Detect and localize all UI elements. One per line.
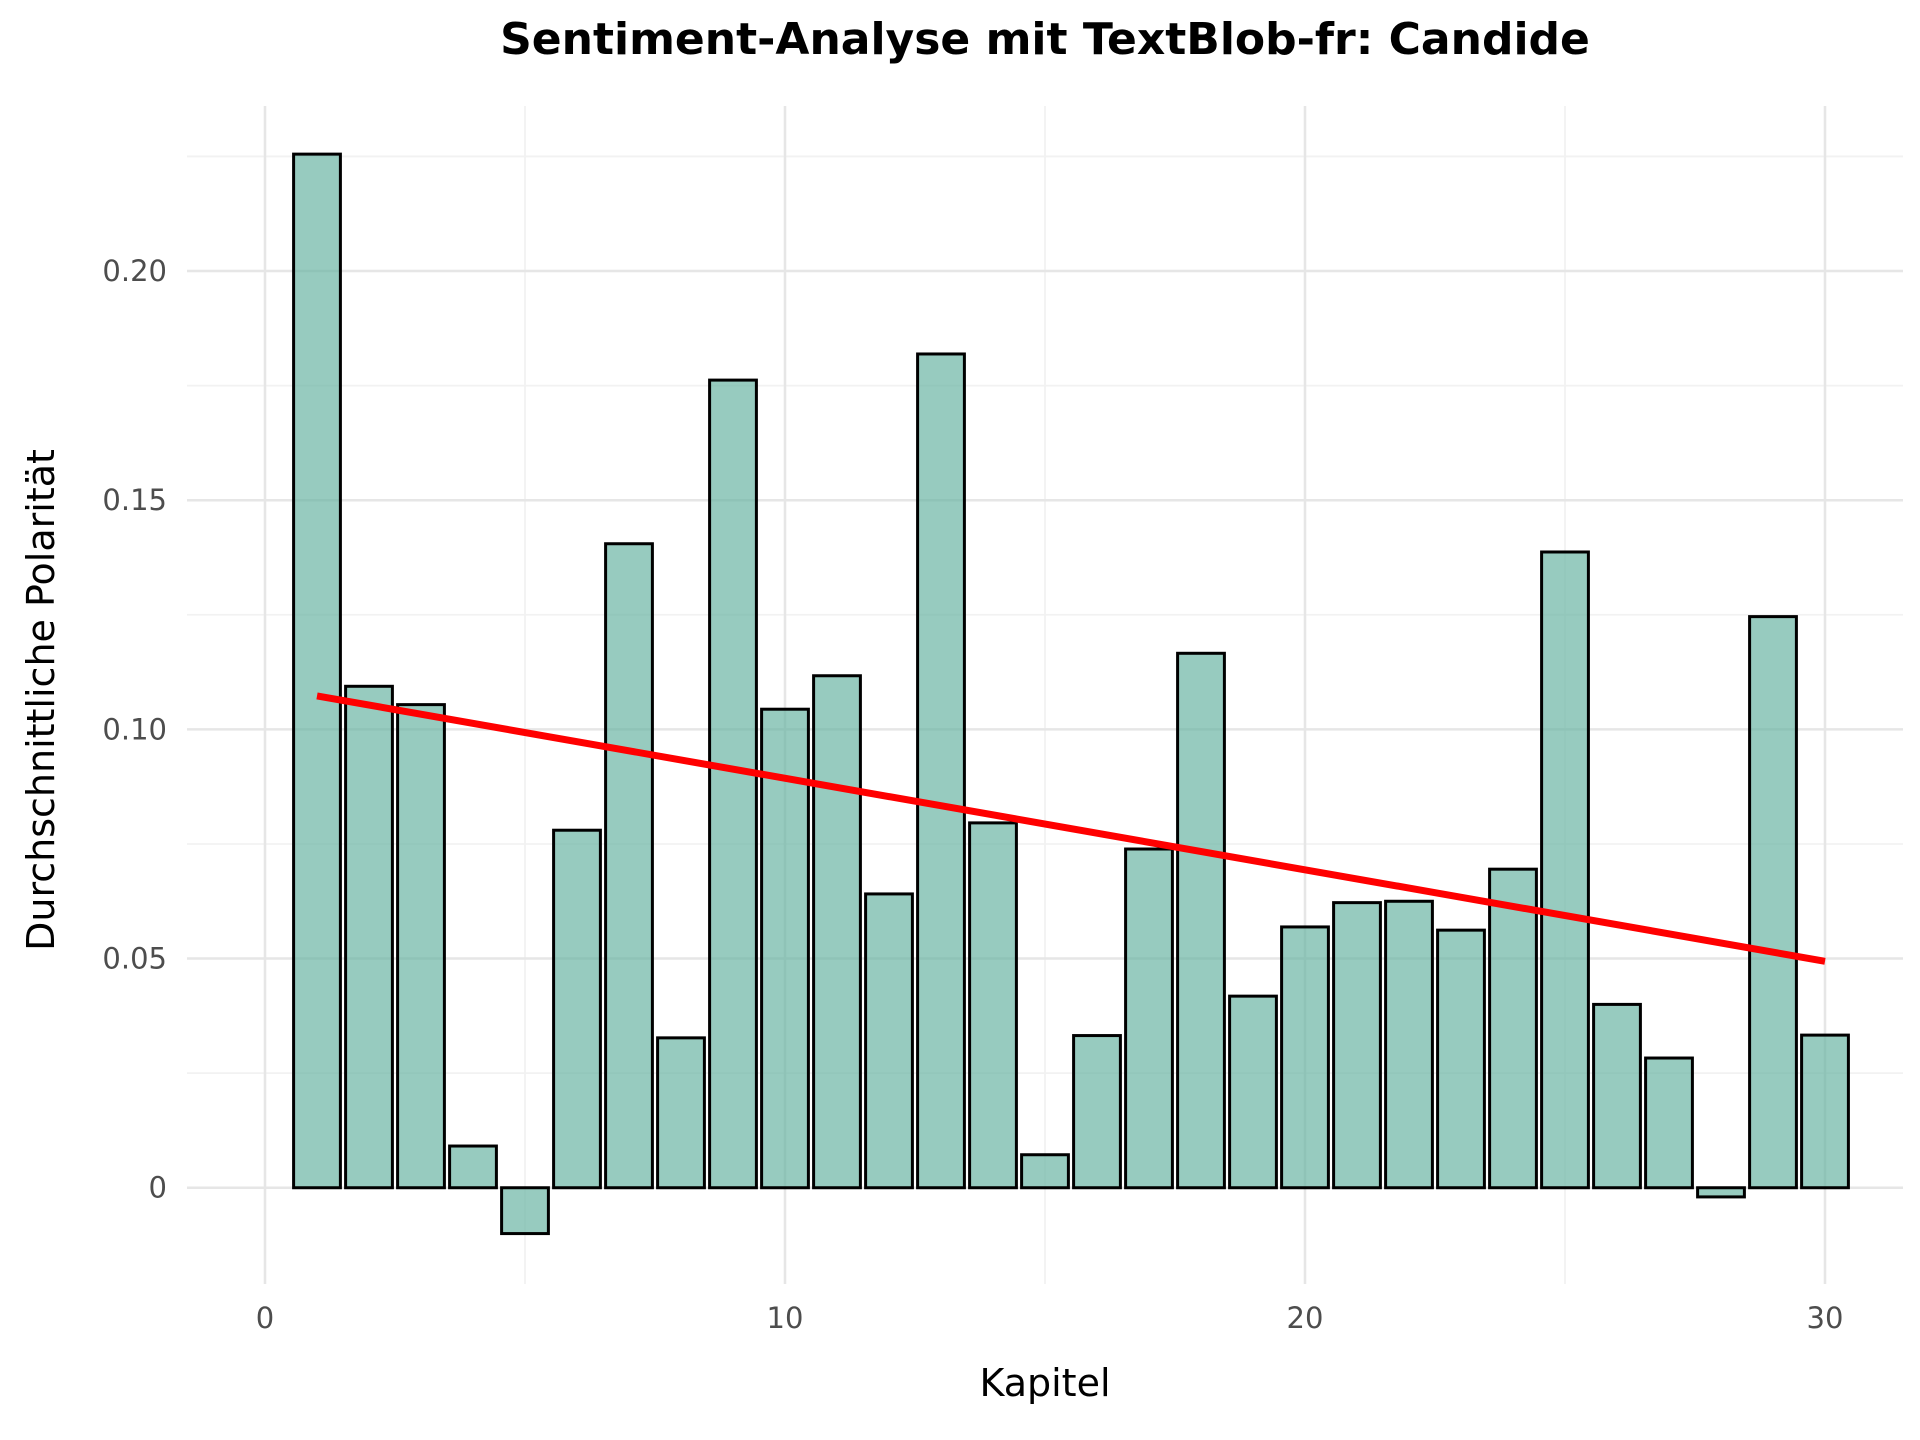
- bar-kapitel-13: [916, 352, 966, 1190]
- bar-kapitel-8: [656, 1036, 706, 1190]
- bar-kapitel-7: [604, 542, 654, 1190]
- bar-kapitel-23: [1436, 928, 1486, 1190]
- tick-labels: 0 10 20 30 0 0.05 0.10 0.15 0.20: [102, 254, 1843, 1335]
- bar-kapitel-26: [1592, 1002, 1642, 1190]
- x-tick-label: 10: [767, 1301, 804, 1335]
- bar-kapitel-24: [1488, 867, 1538, 1190]
- y-tick-label: 0: [149, 1171, 167, 1205]
- x-tick-label: 20: [1287, 1301, 1324, 1335]
- trendline: [316, 692, 1826, 965]
- y-axis-label: Durchschnittliche Polarität: [19, 449, 63, 951]
- bar-kapitel-25: [1540, 550, 1590, 1190]
- bar-kapitel-4: [448, 1144, 498, 1190]
- chart-title: Sentiment-Analyse mit TextBlob-fr: Candi…: [500, 14, 1590, 65]
- bar-kapitel-2: [344, 684, 394, 1190]
- bar-kapitel-14: [968, 821, 1018, 1190]
- bar-kapitel-20: [1280, 925, 1330, 1190]
- bar-kapitel-10: [760, 707, 810, 1190]
- bar-kapitel-22: [1384, 899, 1434, 1190]
- bar-kapitel-9: [708, 378, 758, 1190]
- y-tick-label: 0.15: [102, 483, 167, 517]
- y-tick-label: 0.20: [102, 254, 167, 288]
- bar-kapitel-3: [396, 703, 446, 1190]
- bar-kapitel-11: [812, 674, 862, 1190]
- bar-kapitel-27: [1644, 1056, 1694, 1190]
- x-tick-label: 0: [256, 1301, 274, 1335]
- bars: [292, 152, 1850, 1236]
- bar-kapitel-29: [1748, 615, 1798, 1190]
- bar-kapitel-1: [292, 152, 342, 1190]
- bar-kapitel-15: [1020, 1153, 1070, 1190]
- bar-kapitel-30: [1800, 1033, 1850, 1190]
- bar-kapitel-21: [1332, 901, 1382, 1190]
- bar-kapitel-6: [552, 828, 602, 1190]
- bar-kapitel-28: [1696, 1186, 1746, 1199]
- y-tick-label: 0.05: [102, 942, 167, 976]
- bar-kapitel-5: [500, 1186, 550, 1236]
- bar-kapitel-16: [1072, 1034, 1122, 1190]
- trendline-group: [316, 692, 1826, 965]
- x-tick-label: 30: [1807, 1301, 1844, 1335]
- bar-kapitel-19: [1228, 994, 1278, 1190]
- bar-kapitel-12: [864, 892, 914, 1190]
- y-tick-label: 0.10: [102, 712, 167, 746]
- x-axis-label: Kapitel: [979, 1361, 1110, 1405]
- bar-kapitel-17: [1124, 847, 1174, 1190]
- bar-kapitel-18: [1176, 651, 1226, 1190]
